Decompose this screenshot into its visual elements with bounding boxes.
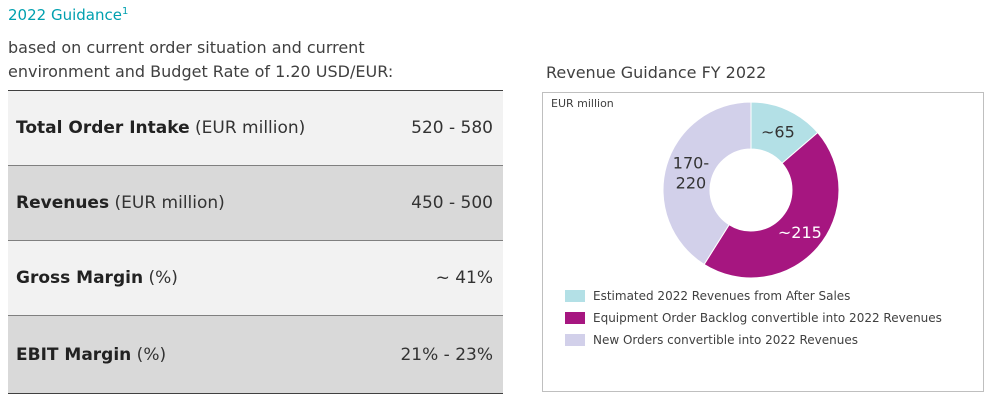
donut-slice	[703, 131, 840, 279]
table-row-order-intake: Total Order Intake (EUR million) 520 - 5…	[8, 91, 503, 166]
row-label: Total Order Intake	[16, 118, 190, 138]
legend-label: New Orders convertible into 2022 Revenue…	[593, 333, 858, 347]
legend-swatch	[565, 312, 585, 324]
row-label: Revenues	[16, 193, 110, 213]
chart-panel: EUR million ~65 ~215 170-220 Estimated 202…	[542, 92, 984, 392]
legend-label: Equipment Order Backlog convertible into…	[593, 311, 942, 325]
slice-label: ~215	[778, 223, 822, 242]
row-value: 520 - 580	[411, 118, 493, 138]
footnote-mark: 1	[121, 6, 129, 17]
legend-label: Estimated 2022 Revenues from After Sales	[593, 289, 851, 303]
legend-item: Estimated 2022 Revenues from After Sales	[565, 285, 942, 307]
donut-slice	[662, 101, 752, 266]
slice-label: 170-220	[673, 154, 709, 193]
guidance-table: Total Order Intake (EUR million) 520 - 5…	[8, 90, 503, 394]
legend-item: Equipment Order Backlog convertible into…	[565, 307, 942, 329]
donut-chart: ~65 ~215 170-220	[662, 101, 840, 279]
row-label: Gross Margin	[16, 268, 144, 288]
chart-unit-label: EUR million	[551, 97, 614, 110]
row-unit: (EUR million)	[189, 118, 306, 138]
row-label: EBIT Margin	[16, 344, 132, 365]
chart-legend: Estimated 2022 Revenues from After Sales…	[565, 285, 942, 351]
row-value: 450 - 500	[411, 193, 493, 213]
guidance-subtitle: based on current order situation and cur…	[8, 36, 508, 84]
legend-item: New Orders convertible into 2022 Revenue…	[565, 329, 942, 351]
row-unit: (EUR million)	[109, 193, 225, 213]
table-row-ebit-margin: EBIT Margin (%) 21% - 23%	[8, 316, 503, 394]
subtitle-line-1: based on current order situation and cur…	[8, 38, 365, 57]
row-unit: (%)	[143, 268, 178, 288]
table-row-gross-margin: Gross Margin (%) ~ 41%	[8, 241, 503, 316]
chart-title: Revenue Guidance FY 2022	[546, 63, 767, 82]
row-value: ~ 41%	[435, 268, 493, 288]
subtitle-line-2: environment and Budget Rate of 1.20 USD/…	[8, 62, 394, 81]
row-value: 21% - 23%	[400, 344, 493, 365]
guidance-title: 2022 Guidance1	[8, 6, 129, 24]
row-unit: (%)	[131, 344, 167, 365]
slice-label: ~65	[761, 122, 795, 141]
legend-swatch	[565, 290, 585, 302]
table-row-revenues: Revenues (EUR million) 450 - 500	[8, 166, 503, 241]
legend-swatch	[565, 334, 585, 346]
